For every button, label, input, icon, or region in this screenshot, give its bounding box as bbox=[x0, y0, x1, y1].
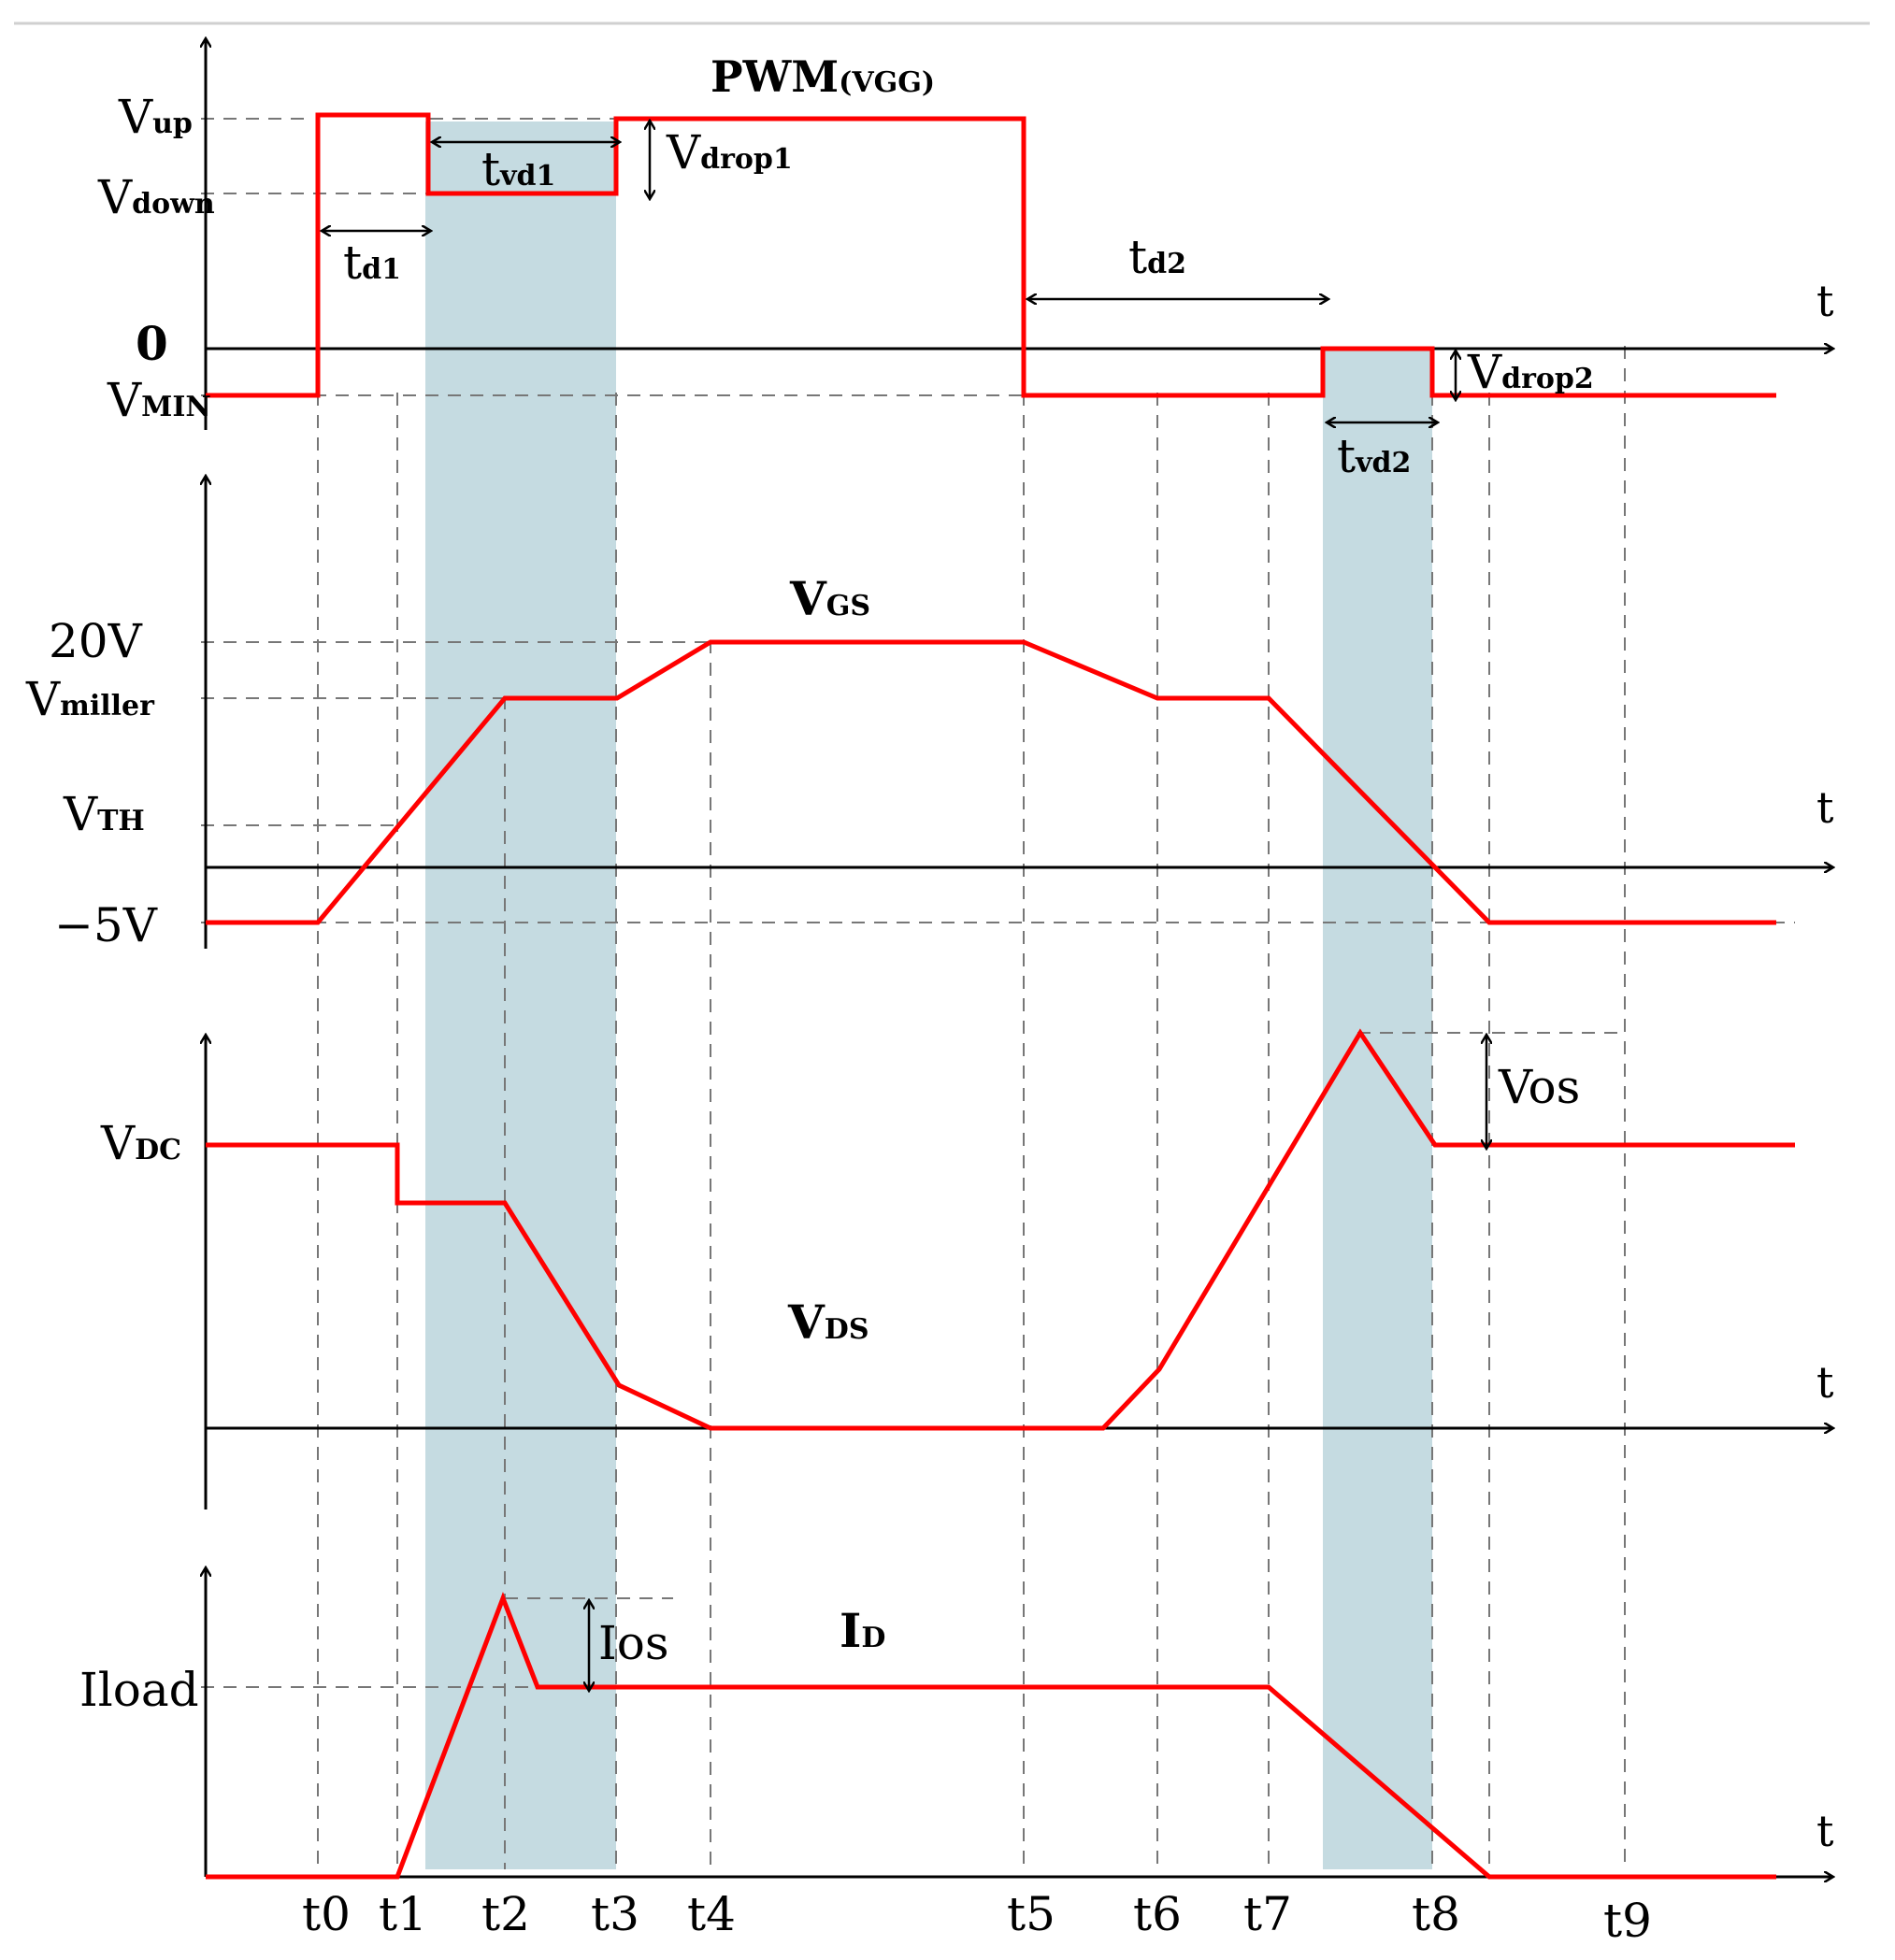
vgs-title: VGS bbox=[789, 571, 870, 626]
time-tick-labels: t0 t1 t2 t3 t4 t5 t6 t7 t8 t9 bbox=[302, 1887, 1652, 1948]
shaded-region-tvd1 bbox=[425, 122, 616, 1869]
shaded-region-tvd2 bbox=[1323, 349, 1432, 1869]
label-vdrop1: Vdrop1 bbox=[666, 125, 793, 179]
label-vdc: VDC bbox=[100, 1116, 181, 1170]
vds-t-label: t bbox=[1816, 1357, 1834, 1408]
vds-title: VDS bbox=[787, 1295, 869, 1350]
time-guides bbox=[317, 346, 1626, 1869]
tick-label: t6 bbox=[1133, 1887, 1182, 1941]
label-vdown: Vdown bbox=[97, 170, 215, 224]
tick-label: t2 bbox=[481, 1887, 530, 1941]
pwm-title: PWM(VGG) bbox=[711, 51, 935, 102]
tick-label: t4 bbox=[687, 1887, 736, 1941]
label-td1: td1 bbox=[343, 236, 401, 290]
label-ios: Ios bbox=[598, 1616, 669, 1670]
id-t-label: t bbox=[1816, 1806, 1834, 1856]
label-vdrop2: Vdrop2 bbox=[1467, 345, 1594, 399]
tick-label: t1 bbox=[379, 1887, 427, 1941]
label-vth: VTH bbox=[63, 787, 145, 841]
label-tvd2: tvd2 bbox=[1337, 429, 1411, 483]
tick-label: t9 bbox=[1603, 1894, 1652, 1948]
tick-label: t3 bbox=[591, 1887, 639, 1941]
label-zero: 0 bbox=[136, 316, 168, 371]
vds-waveform bbox=[206, 1028, 1795, 1431]
axes bbox=[206, 39, 1832, 1877]
tick-label: t5 bbox=[1007, 1887, 1055, 1941]
label-neg5v: −5V bbox=[54, 898, 158, 952]
id-title: ID bbox=[840, 1603, 885, 1658]
label-vmiller: Vmiller bbox=[25, 672, 155, 726]
label-iload: Iload bbox=[79, 1663, 199, 1717]
id-waveform bbox=[206, 1592, 1776, 1880]
tick-label: t0 bbox=[302, 1887, 351, 1941]
pwm-t-label: t bbox=[1816, 276, 1834, 326]
vgs-waveform bbox=[206, 639, 1776, 925]
label-vup: Vup bbox=[118, 90, 193, 144]
label-20v: 20V bbox=[49, 614, 143, 668]
label-vmin: VMIN bbox=[107, 373, 211, 427]
label-vos: Vos bbox=[1498, 1060, 1580, 1114]
tick-label: t8 bbox=[1412, 1887, 1460, 1941]
label-tvd1: tvd1 bbox=[481, 142, 555, 196]
label-td2: td2 bbox=[1128, 230, 1186, 284]
tick-label: t7 bbox=[1243, 1887, 1292, 1941]
pwm-waveform bbox=[206, 112, 1776, 398]
vgs-t-label: t bbox=[1816, 782, 1834, 833]
dimension-arrows bbox=[323, 122, 1486, 1690]
